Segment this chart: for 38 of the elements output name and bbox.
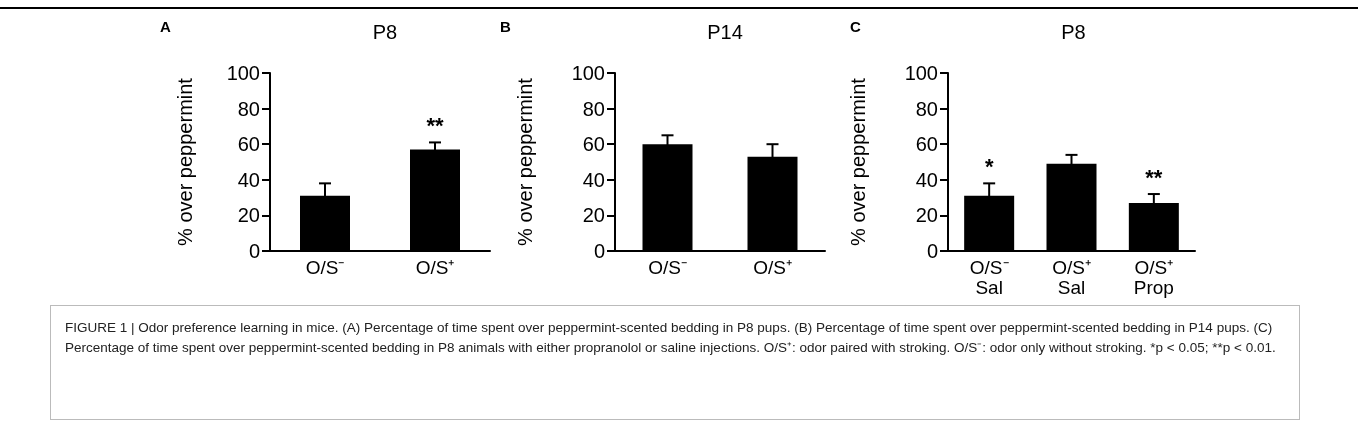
text: C: [850, 18, 861, 35]
y-tick-label: 60: [915, 133, 938, 156]
text: B: [500, 18, 511, 35]
y-tick-label: 40: [582, 168, 605, 191]
y-tick-label: 20: [582, 204, 605, 227]
y-tick-label: 40: [915, 168, 938, 191]
chart-title: P8: [372, 21, 398, 43]
y-tick-label: 20: [237, 204, 260, 227]
y-tick-label: 100: [571, 62, 605, 84]
y-tick-label: 0: [248, 240, 260, 262]
chart-title: P8: [1061, 21, 1086, 43]
y-tick-label: 40: [237, 168, 260, 191]
y-tick-label: 60: [582, 133, 605, 156]
chart-title: P14: [707, 21, 743, 43]
y-tick-label: 60: [237, 133, 260, 156]
y-tick-label: 0: [926, 240, 938, 262]
y-tick-label: 80: [582, 97, 605, 120]
y-tick-label: 20: [915, 204, 938, 227]
y-tick-label: 100: [226, 62, 260, 84]
x-tick-label: O/S⁺ Prop: [1133, 256, 1174, 298]
y-tick-label: 100: [904, 62, 938, 84]
y-tick-label: 80: [237, 97, 260, 120]
x-tick-label: O/S⁺: [753, 256, 792, 278]
x-tick-label: O/S⁺: [415, 256, 455, 278]
x-tick-label: O/S⁺ Sal: [1052, 256, 1091, 298]
x-tick-label: O/S⁻: [648, 256, 687, 278]
text: A: [160, 18, 171, 35]
y-axis-title: % over peppermint: [174, 77, 196, 246]
data-label: **: [426, 112, 444, 138]
y-tick-label: 0: [593, 240, 605, 262]
x-tick-label: O/S⁻: [305, 256, 345, 278]
data-label: **: [1145, 164, 1163, 190]
y-axis-title: % over peppermint: [847, 77, 869, 246]
data-label: *: [984, 153, 994, 179]
caption: FIGURE 1 | Odor preference learning in mice. (A) Percentage of time spent over peppermint-scented bedding in P8 pups. (B) Percentage of time spent over peppermint-scented bedding in P14 pups. (C) Percentage of time spent over peppermint-scented bedding in P8 animals with either propranolol or saline injections. O/S⁺: odor paired with stroking. O/S⁻: odor only without stroking. *p < 0.05; **p < 0.01.: [65, 319, 1277, 357]
y-axis-title: % over peppermint: [514, 77, 536, 246]
x-tick-label: O/S⁻ Sal: [969, 256, 1009, 298]
y-tick-label: 80: [915, 97, 938, 120]
